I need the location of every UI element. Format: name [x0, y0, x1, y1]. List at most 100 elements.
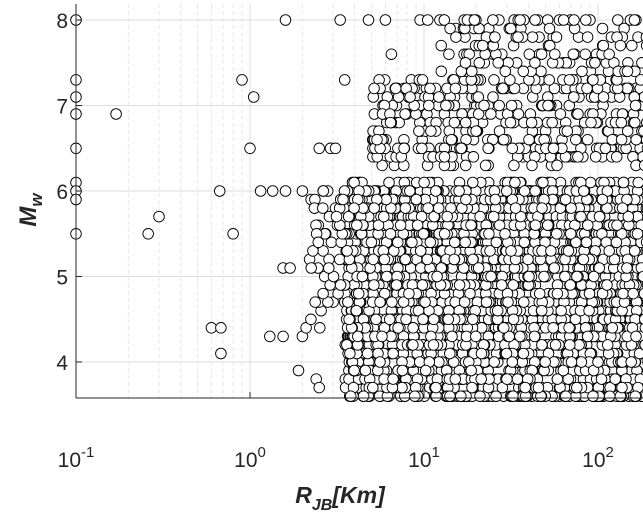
- data-point: [450, 31, 462, 43]
- data-point: [571, 270, 583, 283]
- data-point: [368, 279, 380, 291]
- data-point: [487, 91, 499, 103]
- data-points: [70, 14, 643, 402]
- data-point: [398, 142, 410, 155]
- data-point: [376, 330, 388, 343]
- data-point: [583, 287, 596, 300]
- data-point: [587, 74, 599, 86]
- data-point: [443, 48, 455, 60]
- data-point: [465, 364, 477, 377]
- data-point: [431, 270, 443, 283]
- data-point: [317, 287, 329, 300]
- data-point: [557, 14, 570, 26]
- data-point: [215, 322, 227, 334]
- data-point: [470, 125, 482, 137]
- data-point: [341, 245, 353, 257]
- data-point: [378, 253, 391, 266]
- data-point: [317, 202, 329, 214]
- data-point: [455, 142, 467, 155]
- data-point: [487, 14, 499, 26]
- data-point: [400, 313, 412, 326]
- data-point: [625, 356, 637, 368]
- data-point: [392, 236, 404, 249]
- data-point: [351, 219, 363, 231]
- data-point: [596, 193, 609, 206]
- data-point: [575, 356, 588, 368]
- data-point: [329, 142, 342, 155]
- y-axis-label: Mw: [15, 192, 46, 227]
- data-point: [638, 288, 643, 300]
- data-point: [485, 108, 497, 120]
- data-point: [414, 245, 427, 257]
- y-tick-label: 8: [56, 10, 68, 33]
- data-point: [538, 270, 550, 283]
- data-point: [421, 253, 434, 266]
- data-point: [503, 330, 515, 343]
- data-point: [561, 125, 574, 137]
- data-point: [384, 116, 397, 129]
- data-point: [506, 356, 519, 368]
- data-point: [361, 347, 374, 360]
- data-point: [554, 108, 567, 120]
- data-point: [449, 82, 462, 95]
- data-point: [379, 14, 392, 26]
- data-point: [396, 364, 409, 377]
- data-point: [337, 193, 349, 206]
- data-point: [576, 65, 588, 78]
- data-point: [416, 142, 428, 155]
- data-point: [550, 228, 563, 240]
- data-point: [572, 151, 584, 163]
- data-point: [616, 202, 629, 214]
- data-point: [466, 381, 478, 394]
- data-point: [585, 116, 597, 129]
- data-point: [544, 39, 556, 52]
- data-point: [467, 313, 479, 326]
- axes: [75, 4, 643, 399]
- data-point: [637, 270, 643, 283]
- data-point: [547, 142, 560, 155]
- data-point: [305, 262, 317, 274]
- data-point: [568, 91, 580, 103]
- data-point: [622, 210, 635, 223]
- data-point: [384, 228, 397, 240]
- data-point: [523, 48, 536, 60]
- data-point: [514, 14, 526, 26]
- y-tick-label: 4: [56, 352, 68, 375]
- data-point: [564, 228, 577, 240]
- data-point: [546, 116, 558, 129]
- data-point: [514, 210, 527, 223]
- data-point: [587, 390, 599, 402]
- data-point: [559, 270, 571, 283]
- data-point: [580, 236, 593, 249]
- data-point: [491, 304, 504, 317]
- data-point: [444, 347, 456, 360]
- data-point: [386, 296, 398, 308]
- data-point: [368, 82, 380, 95]
- data-point: [617, 176, 630, 189]
- x-axis-label: RJB[Km]: [295, 482, 386, 514]
- data-point: [545, 245, 557, 257]
- data-point: [522, 253, 534, 266]
- x-tick-label: 10-1: [58, 444, 95, 472]
- data-point: [569, 313, 582, 326]
- data-point: [416, 74, 429, 86]
- data-point: [507, 313, 520, 326]
- data-point: [374, 296, 386, 308]
- data-point: [539, 356, 551, 368]
- data-point: [493, 99, 505, 112]
- data-point: [526, 31, 539, 43]
- data-point: [638, 159, 643, 171]
- data-point: [213, 185, 226, 197]
- data-point: [277, 330, 289, 343]
- data-point: [348, 364, 360, 377]
- data-point: [342, 210, 355, 223]
- data-point: [519, 381, 531, 394]
- data-point: [387, 347, 399, 360]
- data-point: [441, 210, 453, 223]
- data-point: [296, 185, 309, 197]
- data-point: [387, 373, 399, 385]
- data-point: [244, 142, 256, 155]
- data-point: [236, 74, 248, 86]
- data-point: [474, 390, 486, 402]
- data-point: [433, 91, 445, 103]
